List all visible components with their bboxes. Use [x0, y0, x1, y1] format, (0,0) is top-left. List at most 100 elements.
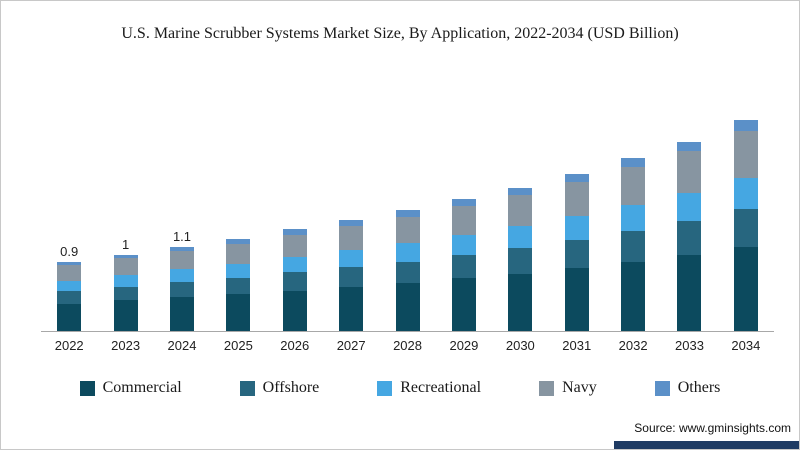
legend-item-offshore: Offshore — [239, 379, 319, 397]
bar-segment-navy — [677, 150, 702, 193]
bar-segment-commercial — [508, 273, 533, 331]
legend-label: Commercial — [102, 379, 182, 396]
legend-label: Navy — [562, 379, 597, 396]
bar-value-label: 0.9 — [60, 243, 79, 259]
bar-segment-navy — [113, 258, 138, 276]
x-axis-label-2027: 2027 — [336, 338, 366, 353]
bar-segment-commercial — [733, 247, 758, 331]
footer-accent-bar — [614, 441, 799, 449]
bar-group-2031 — [549, 76, 605, 331]
bar-group-2029 — [436, 76, 492, 331]
bar-group-2024: 1.1 — [154, 76, 210, 331]
legend-swatch-icon — [654, 380, 670, 396]
bar-segment-commercial — [113, 300, 138, 331]
bar-segment-commercial — [226, 294, 251, 331]
bar-segment-others — [169, 247, 194, 251]
bar-segment-offshore — [677, 221, 702, 256]
bar-segment-others — [395, 210, 420, 217]
bar-group-2030 — [492, 76, 548, 331]
bar-segment-others — [113, 254, 138, 259]
bar-group-2027 — [323, 76, 379, 331]
x-axis-label-2028: 2028 — [393, 338, 422, 353]
stacked-bar — [564, 174, 589, 331]
stacked-bar — [508, 188, 533, 331]
bar-segment-navy — [282, 234, 307, 257]
x-axis: 2022 2023 2024 2025 2026 2027 2028 2029 2030 2031… — [41, 338, 774, 353]
x-axis-label-2026: 2026 — [280, 338, 310, 353]
source-text: Source: www.gminsights.com — [634, 421, 791, 435]
bar-segment-recreational — [57, 280, 82, 292]
bar-segment-navy — [621, 166, 646, 206]
bar-segment-commercial — [57, 303, 82, 331]
bar-segment-commercial — [395, 282, 420, 331]
bar-value-label: 1.1 — [172, 229, 192, 245]
x-axis-label-2025: 2025 — [223, 338, 253, 353]
stacked-bar — [677, 141, 702, 331]
stacked-bar — [169, 247, 194, 331]
bar-segment-recreational — [677, 192, 702, 222]
bar-segment-recreational — [113, 275, 138, 287]
bar-segment-others — [621, 158, 646, 167]
stacked-bar — [113, 254, 138, 331]
stacked-bar — [451, 198, 476, 331]
bar-group-2032 — [605, 76, 661, 331]
bar-segment-offshore — [564, 240, 589, 269]
bar-segment-commercial — [451, 278, 476, 331]
bar-segment-commercial — [621, 262, 646, 331]
legend-label: Recreational — [400, 379, 482, 396]
bar-segment-offshore — [451, 254, 476, 279]
bar-segment-navy — [395, 216, 420, 244]
x-axis-label-2029: 2029 — [449, 338, 479, 353]
bar-segment-others — [451, 198, 476, 206]
bar-segment-navy — [508, 195, 533, 227]
legend-swatch-icon — [79, 380, 95, 396]
bar-segment-navy — [169, 250, 194, 270]
x-axis-label-2034: 2034 — [731, 338, 761, 353]
bar-group-2023: 1 — [97, 76, 153, 331]
stacked-bar — [226, 239, 251, 331]
bar-segment-offshore — [395, 261, 420, 283]
bar-value-label: 1 — [121, 236, 130, 252]
bar-segment-recreational — [395, 243, 420, 262]
bar-segment-offshore — [621, 230, 646, 263]
legend-item-others: Others — [654, 379, 720, 397]
bar-segment-recreational — [508, 226, 533, 248]
bar-segment-commercial — [677, 255, 702, 331]
bar-segment-others — [564, 174, 589, 183]
bar-segment-others — [733, 120, 758, 131]
bar-segment-recreational — [169, 269, 194, 283]
stacked-bar — [57, 261, 82, 331]
legend-item-commercial: Commercial — [79, 379, 182, 397]
bar-segment-others — [677, 141, 702, 151]
chart-title: U.S. Marine Scrubber Systems Market Size… — [121, 25, 679, 42]
bar-group-2028 — [379, 76, 435, 331]
x-axis-label-2023: 2023 — [111, 338, 141, 353]
bar-group-2034 — [718, 76, 774, 331]
legend-item-recreational: Recreational — [377, 379, 481, 397]
bar-segment-navy — [733, 130, 758, 178]
bar-segment-recreational — [282, 256, 307, 273]
bar-segment-others — [508, 188, 533, 196]
bar-segment-offshore — [57, 291, 82, 304]
bar-segment-commercial — [564, 268, 589, 331]
bar-segment-navy — [57, 265, 82, 281]
bar-segment-navy — [451, 205, 476, 235]
bar-group-2026 — [267, 76, 323, 331]
bar-segment-others — [339, 220, 364, 226]
bar-group-2025 — [210, 76, 266, 331]
bar-group-2022: 0.9 — [41, 76, 97, 331]
bar-segment-recreational — [564, 216, 589, 241]
stacked-bar — [339, 220, 364, 331]
bar-segment-navy — [564, 182, 589, 217]
x-axis-label-2024: 2024 — [167, 338, 197, 353]
bar-segment-recreational — [621, 205, 646, 231]
bar-segment-offshore — [733, 208, 758, 247]
bar-segment-recreational — [451, 234, 476, 255]
legend-swatch-icon — [239, 380, 255, 396]
plot-wrap: 0.9 1 1.1 2022 2023 2024 2025 2026 2027 2028 2029… — [41, 76, 774, 353]
bar-segment-offshore — [508, 247, 533, 274]
bar-segment-others — [226, 239, 251, 244]
legend-swatch-icon — [377, 380, 393, 396]
bar-segment-offshore — [226, 277, 251, 295]
